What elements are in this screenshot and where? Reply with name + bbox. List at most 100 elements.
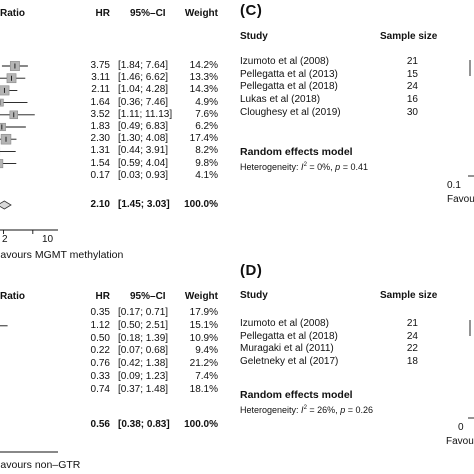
panel-b-favours-label: Favours non–GTR xyxy=(0,459,81,471)
panel-b-ci-value: [0.42; 1.38] xyxy=(118,358,169,370)
panel-b-hr-value: 0.33 xyxy=(90,371,110,382)
panel-a-pooled-weight: 100.0% xyxy=(184,199,218,210)
panel-b-ci-value: [0.50; 2.51] xyxy=(118,319,169,331)
panel-a-ci-value: [1.46; 6.62] xyxy=(118,72,169,84)
panel-a-hr-value: 1.54 xyxy=(90,157,110,169)
panel-c-study-name: Lukas et al (2018) xyxy=(240,94,321,106)
panel-b-pooled-weight: 100.0% xyxy=(184,419,218,430)
panel-a-weight-header: Weight xyxy=(184,8,218,19)
panel-c-sample-size: 15 xyxy=(406,68,418,80)
panel-a-hr-value: 3.11 xyxy=(91,72,110,84)
panel-d-study-name: Pellegatta et al (2018) xyxy=(240,330,338,342)
panel-b-hr-value: 0.22 xyxy=(90,345,110,357)
panel-a-weight-value: 4.9% xyxy=(195,96,218,108)
panel-d-sample-size: 18 xyxy=(406,356,418,368)
panel-a-ci-value: [1.30; 4.08] xyxy=(118,133,169,145)
panel-d-sample-size: 22 xyxy=(406,343,418,355)
panel-c-graphics xyxy=(468,60,474,177)
panel-a-graphics xyxy=(0,61,58,234)
panel-a-weight-value: 14.3% xyxy=(189,84,218,96)
panel-c-sample-size: 30 xyxy=(406,106,418,118)
panel-a-hr-value: 0.17 xyxy=(90,169,110,181)
panel-a-hr-value: 1.83 xyxy=(90,121,110,132)
panel-d-study-name: Muragaki et al (2011) xyxy=(240,343,334,355)
panel-a-weight-value: 13.3% xyxy=(189,72,218,84)
panel-a-weight-value: 7.6% xyxy=(195,108,218,120)
panel-a-ci-value: [1.84; 7.64] xyxy=(118,60,169,71)
panel-c-sample-size: 21 xyxy=(406,56,418,67)
panel-b-pooled-hr: 0.56 xyxy=(90,419,110,430)
panel-c-study-name: Izumoto et al (2008) xyxy=(240,56,329,67)
panel-c-study-name: Cloughesy et al (2019) xyxy=(240,106,341,118)
panel-a-hr-value: 1.31 xyxy=(90,145,110,157)
panel-d-random-effects-label: Random effects model xyxy=(240,389,353,401)
panel-d-favours-label: Favours xyxy=(446,436,474,447)
panel-b-weight-value: 7.4% xyxy=(195,371,218,382)
panel-b-hr-value: 0.74 xyxy=(90,383,110,395)
panel-a-ci-value: [0.03; 0.93] xyxy=(118,169,169,181)
panel-c-sample-size: 24 xyxy=(406,81,418,93)
panel-a-pooled-ci: [1.45; 3.03] xyxy=(118,199,170,210)
panel-a-weight-value: 6.2% xyxy=(195,121,218,132)
panel-a-pooled-diamond xyxy=(0,200,12,210)
panel-b-ci-value: [0.18; 1.39] xyxy=(118,332,169,344)
panel-b-ci-value: [0.07; 0.68] xyxy=(118,345,169,357)
panel-a-ci-value: [0.36; 7.46] xyxy=(118,96,169,108)
panel-b-ci-value: [0.17; 0.71] xyxy=(118,307,169,318)
panel-a-hr-value: 1.64 xyxy=(90,96,110,108)
panel-b-weight-value: 9.4% xyxy=(195,345,218,357)
panel-a-ci-value: [1.04; 4.28] xyxy=(118,84,169,96)
panel-a-weight-value: 9.8% xyxy=(195,157,218,169)
panel-a-favours-label: Favours MGMT methylation xyxy=(0,249,124,261)
panel-c-sample-size: 16 xyxy=(406,94,418,106)
panel-b-weight-value: 15.1% xyxy=(189,319,218,331)
panel-a-weight-value: 8.2% xyxy=(195,145,218,157)
panel-a-pooled-hr: 2.10 xyxy=(90,199,110,210)
panel-d-sample-header: Sample size xyxy=(380,290,438,301)
panel-d-graphics xyxy=(468,320,474,419)
panel-b-ci-header: 95%–CI xyxy=(130,291,166,302)
panel-d-heterogeneity: Heterogeneity: I2 = 26%, p = 0.26 xyxy=(240,405,373,415)
panel-b-hr-header: HR xyxy=(95,291,110,302)
panel-b-effect-header: Ratio xyxy=(0,291,25,302)
panel-d-study-name: Geletneky et al (2017) xyxy=(240,356,339,368)
panel-c-study-header: Study xyxy=(240,31,268,42)
panel-c-sample-header: Sample size xyxy=(380,31,438,42)
panel-a-hr-value: 2.11 xyxy=(91,84,110,96)
panel-b-hr-value: 1.12 xyxy=(90,319,110,331)
panel-d-sample-size: 24 xyxy=(406,330,418,342)
panel-d-study-name: Izumoto et al (2008) xyxy=(240,318,329,329)
panel-a-point-8 xyxy=(0,159,4,169)
panel-a-effect-header: Ratio xyxy=(0,8,25,19)
panel-c-heterogeneity: Heterogeneity: I2 = 0%, p = 0.41 xyxy=(240,162,368,172)
panel-b-weight-value: 10.9% xyxy=(189,332,218,344)
panel-b-ci-value: [0.09; 1.23] xyxy=(118,371,169,382)
panel-label-c: (C) xyxy=(240,2,263,19)
panel-a-hr-header: HR xyxy=(95,8,110,19)
panel-a-ci-value: [0.49; 6.83] xyxy=(118,121,169,132)
panel-d-sample-size: 21 xyxy=(406,318,418,329)
panel-a-hr-value: 3.52 xyxy=(90,108,110,120)
panel-b-graphics xyxy=(0,325,58,453)
panel-b-pooled-ci: [0.38; 0.83] xyxy=(118,419,170,430)
panel-b-hr-value: 0.35 xyxy=(90,307,110,318)
panel-label-d: (D) xyxy=(240,262,263,279)
panel-c-random-effects-label: Random effects model xyxy=(240,146,353,158)
panel-a-point-5 xyxy=(0,122,6,132)
panel-c-study-name: Pellegatta et al (2013) xyxy=(240,68,338,80)
panel-b-hr-value: 0.50 xyxy=(90,332,110,344)
panel-d-study-header: Study xyxy=(240,290,268,301)
panel-a-ci-value: [1.11; 11.13] xyxy=(118,108,173,120)
panel-a-hr-value: 3.75 xyxy=(90,60,110,71)
panel-a-weight-value: 14.2% xyxy=(189,60,218,71)
panel-b-weight-value: 21.2% xyxy=(189,358,218,370)
panel-d-axis-tick-label: 0 xyxy=(458,422,464,433)
panel-b-ci-value: [0.37; 1.48] xyxy=(118,383,169,395)
panel-c-favours-label: Favours xyxy=(447,194,474,205)
panel-b-weight-value: 17.9% xyxy=(189,307,218,318)
panel-b-weight-value: 18.1% xyxy=(189,383,218,395)
panel-a-hr-value: 2.30 xyxy=(90,133,110,145)
panel-a-weight-value: 17.4% xyxy=(189,133,218,145)
panel-c-study-name: Pellegatta et al (2018) xyxy=(240,81,338,93)
